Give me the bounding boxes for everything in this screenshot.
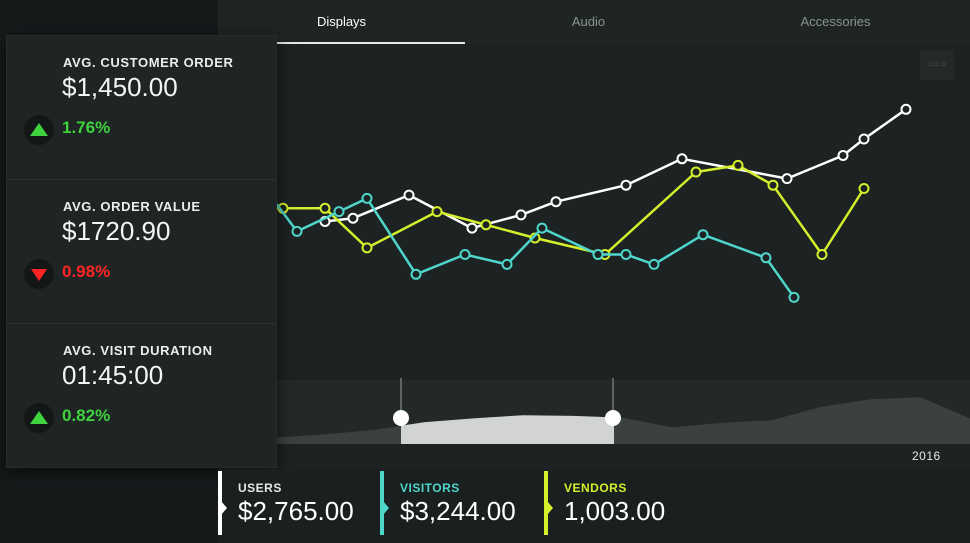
data-point[interactable] [781, 173, 793, 185]
notch-icon [221, 501, 227, 515]
data-point[interactable] [501, 258, 513, 270]
data-point[interactable] [620, 249, 632, 260]
data-point[interactable] [319, 202, 331, 214]
kpi-card: AVG. CUSTOMER ORDER $1,450.00 1.76% AVG.… [6, 35, 277, 468]
summary-color-bar [380, 471, 384, 535]
kpi-change: 1.76% [62, 118, 111, 137]
data-point[interactable] [361, 242, 373, 254]
kpi-visit-duration: AVG. VISIT DURATION 01:45:00 0.82% [7, 324, 276, 467]
data-point[interactable] [732, 159, 744, 171]
kpi-change: 0.98% [62, 262, 111, 281]
arrow-down-icon [24, 259, 54, 289]
series-line-0 [324, 108, 907, 230]
kpi-value: 01:45:00 [62, 360, 164, 390]
data-point[interactable] [858, 183, 870, 194]
arrow-up-icon [24, 403, 54, 433]
notch-icon [547, 501, 553, 515]
overview-area-selected [401, 415, 614, 444]
summary-label: VENDORS [564, 481, 627, 495]
data-point[interactable] [697, 229, 709, 241]
data-point[interactable] [592, 249, 604, 260]
kpi-label: AVG. CUSTOMER ORDER [63, 55, 234, 70]
notch-icon [383, 501, 389, 515]
summary-color-bar [218, 471, 222, 535]
kpi-label: AVG. ORDER VALUE [63, 199, 201, 214]
data-point[interactable] [410, 268, 422, 280]
series-layer [249, 103, 912, 303]
data-point[interactable] [466, 222, 478, 234]
data-point[interactable] [816, 249, 828, 260]
summary-vendors[interactable]: VENDORS 1,003.00 [544, 469, 704, 543]
summary-bar: USERS $2,765.00 VISITORS $3,244.00 VENDO… [218, 469, 970, 543]
timeline-year-label: 2016 [912, 449, 941, 463]
data-point[interactable] [347, 212, 359, 224]
more-dots-icon[interactable]: ○○○ [920, 50, 954, 80]
kpi-value: $1720.90 [62, 216, 171, 246]
data-point[interactable] [648, 258, 660, 270]
kpi-change: 0.82% [62, 406, 111, 425]
data-point[interactable] [333, 206, 345, 218]
summary-value: 1,003.00 [564, 496, 666, 526]
data-point[interactable] [529, 232, 541, 244]
summary-users[interactable]: USERS $2,765.00 [218, 469, 378, 543]
summary-label: USERS [238, 481, 282, 495]
tab-displays[interactable]: Displays [218, 0, 465, 44]
summary-color-bar [544, 471, 548, 535]
range-handle-right[interactable] [605, 410, 621, 426]
series-line-1 [262, 164, 866, 256]
summary-value: $2,765.00 [238, 496, 354, 526]
data-point[interactable] [690, 166, 702, 178]
kpi-order-value: AVG. ORDER VALUE $1720.90 0.98% [7, 180, 276, 324]
arrow-up-icon [24, 115, 54, 145]
data-point[interactable] [515, 209, 527, 221]
range-handle-left[interactable] [393, 410, 409, 426]
data-point[interactable] [858, 133, 870, 145]
data-point[interactable] [788, 291, 800, 303]
summary-label: VISITORS [400, 481, 460, 495]
data-point[interactable] [900, 103, 912, 115]
data-point[interactable] [837, 150, 849, 161]
data-point[interactable] [760, 252, 772, 264]
kpi-label: AVG. VISIT DURATION [63, 343, 213, 358]
tab-bar: Displays Audio Accessories [218, 0, 970, 44]
data-point[interactable] [459, 249, 471, 260]
data-point[interactable] [361, 192, 373, 204]
data-point[interactable] [403, 189, 415, 201]
data-point[interactable] [480, 219, 492, 231]
data-point[interactable] [620, 179, 632, 191]
summary-visitors[interactable]: VISITORS $3,244.00 [380, 469, 540, 543]
tab-audio[interactable]: Audio [571, 14, 606, 29]
summary-value: $3,244.00 [400, 496, 516, 526]
data-point[interactable] [767, 179, 779, 191]
chart-area [218, 0, 970, 543]
kpi-value: $1,450.00 [62, 72, 178, 102]
data-point[interactable] [676, 153, 688, 165]
kpi-customer-order: AVG. CUSTOMER ORDER $1,450.00 1.76% [7, 36, 276, 180]
data-point[interactable] [550, 196, 562, 208]
data-point[interactable] [536, 222, 548, 234]
data-point[interactable] [431, 206, 443, 218]
data-point[interactable] [291, 225, 303, 237]
tab-accessories[interactable]: Accessories [800, 14, 871, 29]
